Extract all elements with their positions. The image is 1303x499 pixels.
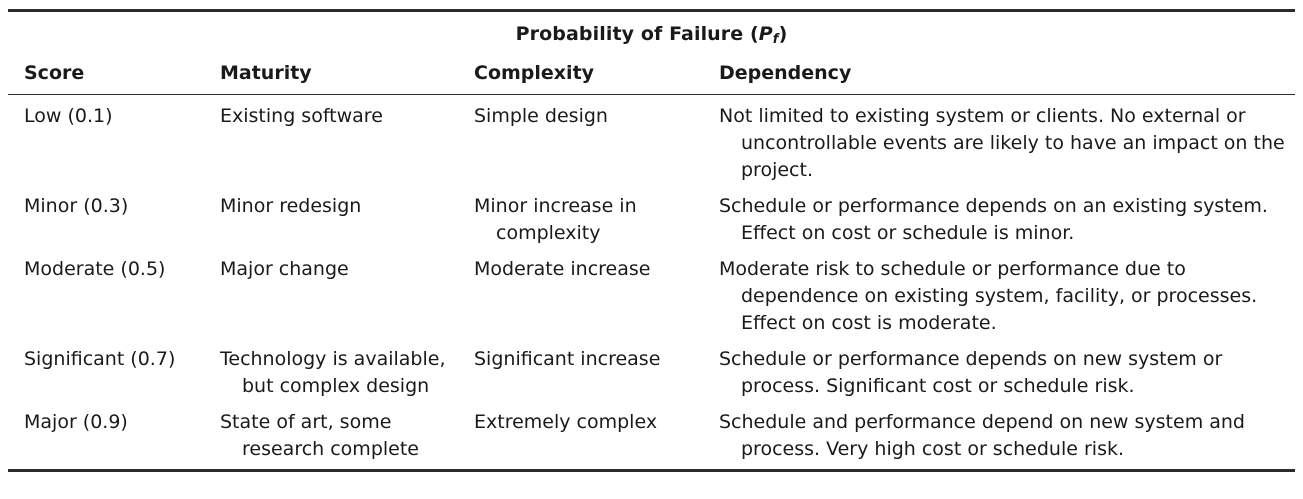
cell-maturity: State of art, some research complete <box>220 411 419 460</box>
cell-maturity: Technology is available, but complex des… <box>220 348 446 397</box>
cell-maturity: Existing software <box>220 105 383 127</box>
cell-complexity: Significant increase <box>474 348 661 370</box>
table-caption: Probability of Failure (Pf) <box>8 12 1295 56</box>
header-maturity: Maturity <box>220 62 312 84</box>
cell-complexity: Extremely complex <box>474 411 658 433</box>
caption-subscript: f <box>772 32 779 47</box>
cell-complexity: Simple design <box>474 105 608 127</box>
caption-symbol-letter: P <box>758 23 773 45</box>
cell-maturity: Major change <box>220 258 349 280</box>
cell-complexity: Minor increase in complexity <box>474 195 637 244</box>
caption-prefix: Probability of Failure ( <box>515 23 759 45</box>
top-rule <box>8 9 1295 12</box>
cell-maturity: Minor redesign <box>220 195 362 217</box>
cell-score: Low (0.1) <box>24 105 113 127</box>
table-row: Minor (0.3) Minor redesign Minor increas… <box>8 193 1295 256</box>
cell-dependency: Not limited to existing system or client… <box>719 105 1285 181</box>
table-row: Low (0.1) Existing software Simple desig… <box>8 101 1295 193</box>
cell-dependency: Schedule or performance depends on new s… <box>719 348 1223 397</box>
header-rule <box>8 94 1295 95</box>
table-row: Significant (0.7) Technology is availabl… <box>8 346 1295 409</box>
table-row: Moderate (0.5) Major change Moderate inc… <box>8 256 1295 346</box>
probability-of-failure-table: Score Maturity Complexity Dependency <box>8 56 1295 94</box>
cell-dependency: Schedule or performance depends on an ex… <box>719 195 1268 244</box>
cell-score: Minor (0.3) <box>24 195 129 217</box>
header-score: Score <box>24 62 85 84</box>
cell-score: Moderate (0.5) <box>24 258 166 280</box>
table-header: Score Maturity Complexity Dependency <box>8 56 1295 94</box>
table-row: Major (0.9) State of art, some research … <box>8 409 1295 463</box>
header-complexity: Complexity <box>474 62 595 84</box>
header-dependency: Dependency <box>719 62 852 84</box>
cell-complexity: Moderate increase <box>474 258 651 280</box>
cell-dependency: Moderate risk to schedule or performance… <box>719 258 1258 334</box>
probability-of-failure-table-container: Probability of Failure (Pf) Score Maturi… <box>8 9 1295 472</box>
caption-symbol: Pf <box>758 23 779 47</box>
cell-score: Significant (0.7) <box>24 348 176 370</box>
cell-dependency: Schedule and performance depend on new s… <box>719 411 1245 460</box>
cell-score: Major (0.9) <box>24 411 128 433</box>
probability-of-failure-table-body: Low (0.1) Existing software Simple desig… <box>8 101 1295 463</box>
bottom-rule <box>8 469 1295 472</box>
caption-suffix: ) <box>778 23 788 45</box>
header-row: Score Maturity Complexity Dependency <box>8 56 1295 94</box>
